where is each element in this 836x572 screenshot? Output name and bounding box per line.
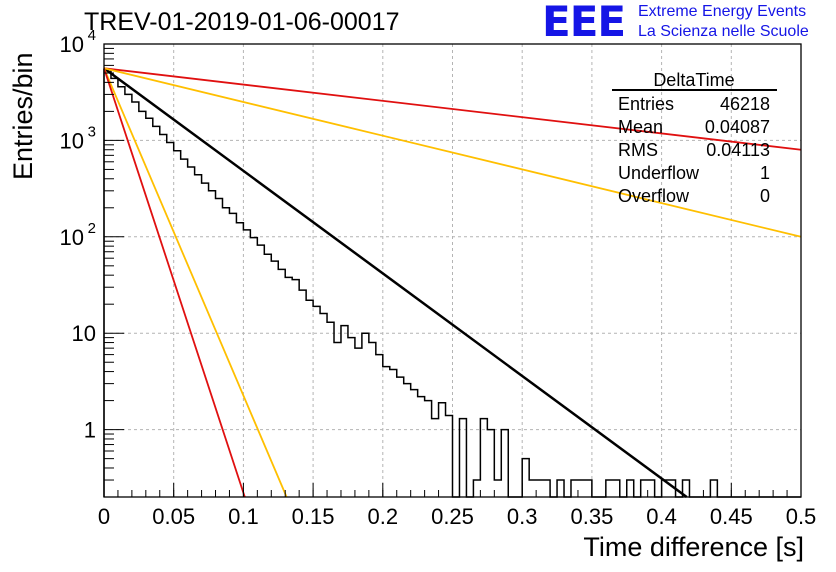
stats-label: Entries bbox=[618, 94, 674, 114]
y-tick-label: 10 bbox=[60, 32, 84, 57]
fit-line bbox=[103, 67, 688, 499]
x-tick-label: 0.5 bbox=[786, 504, 817, 529]
x-tick-label: 0.4 bbox=[646, 504, 677, 529]
y-tick-label: 1 bbox=[84, 418, 96, 443]
eee-logo: EEE bbox=[542, 0, 626, 46]
stats-label: Underflow bbox=[618, 163, 700, 183]
bound-line bbox=[103, 67, 288, 498]
stats-value: 0.04113 bbox=[706, 140, 770, 160]
stats-value: 1 bbox=[760, 163, 770, 183]
stats-title: DeltaTime bbox=[653, 70, 734, 90]
x-axis-label: Time difference [s] bbox=[583, 532, 804, 562]
x-tick-label: 0 bbox=[98, 504, 110, 529]
logo-caption: Extreme Energy Events La Scienza nelle S… bbox=[638, 2, 809, 42]
bound-line bbox=[103, 67, 246, 498]
x-tick-label: 0.45 bbox=[710, 504, 753, 529]
histogram-outline bbox=[103, 69, 801, 498]
logo-caption-line2: La Scienza nelle Scuole bbox=[638, 23, 809, 40]
y-tick-label: 10 bbox=[60, 225, 84, 250]
stats-box: DeltaTime Entries 46218 Mean 0.04087 RMS 0.041… bbox=[612, 70, 777, 206]
x-tick-label: 0.1 bbox=[228, 504, 259, 529]
y-tick-label: 10 bbox=[72, 321, 96, 346]
y-tick-label: 10 bbox=[60, 128, 84, 153]
x-tick-label: 0.2 bbox=[368, 504, 399, 529]
stats-value: 46218 bbox=[720, 94, 770, 114]
stats-label: Overflow bbox=[618, 186, 690, 206]
x-tick-label: 0.35 bbox=[570, 504, 613, 529]
x-tick-label: 0.25 bbox=[431, 504, 474, 529]
bound-line bbox=[103, 67, 802, 238]
axis-ticks: 0 0.05 0.1 0.15 0.2 0.25 0.3 0.35 0.4 0.45 0.51101… bbox=[60, 27, 817, 529]
bound-line bbox=[103, 67, 802, 151]
x-tick-label: 0.3 bbox=[507, 504, 538, 529]
x-tick-label: 0.05 bbox=[152, 504, 195, 529]
stats-value: 0 bbox=[760, 186, 770, 206]
y-tick-exponent: 4 bbox=[88, 27, 96, 44]
chart-title: TREV-01-2019-01-06-00017 bbox=[84, 8, 400, 36]
stats-value: 0.04087 bbox=[705, 117, 770, 137]
y-tick-exponent: 2 bbox=[88, 220, 96, 237]
x-tick-label: 0.15 bbox=[292, 504, 335, 529]
data-marks bbox=[103, 67, 802, 499]
logo-caption-line1: Extreme Energy Events bbox=[638, 3, 807, 20]
stats-label: Mean bbox=[618, 117, 663, 137]
stats-label: RMS bbox=[618, 140, 658, 160]
y-tick-exponent: 3 bbox=[88, 123, 96, 140]
